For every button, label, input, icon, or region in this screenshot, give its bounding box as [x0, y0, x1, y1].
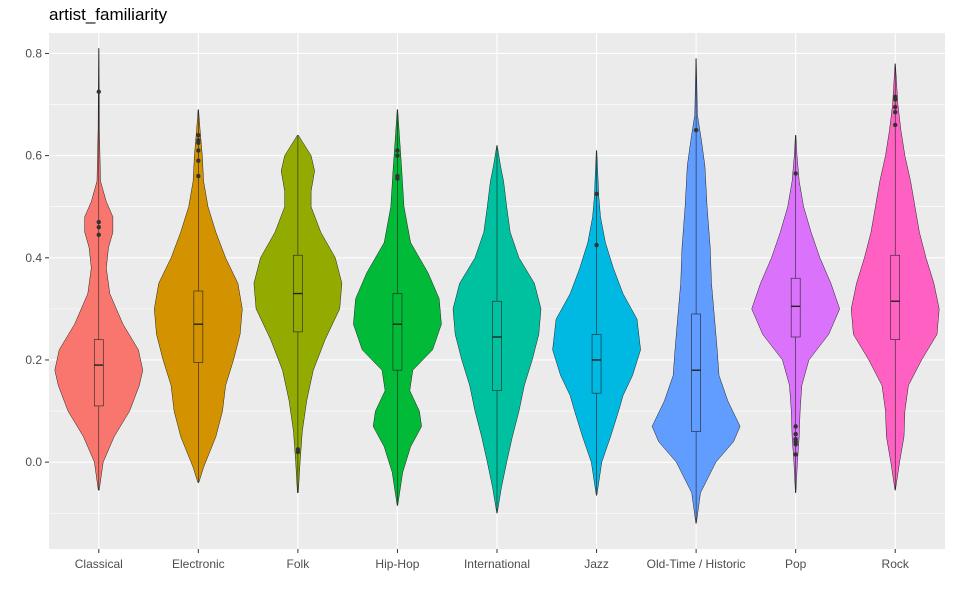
outlier-point [893, 109, 898, 115]
outlier-point [594, 242, 599, 248]
x-tick-label: International [464, 557, 530, 571]
y-tick-label: 0.2 [25, 353, 42, 367]
y-tick-label: 0.4 [25, 251, 42, 265]
outlier-point [395, 173, 400, 179]
x-tick-label: Classical [75, 557, 123, 571]
box [392, 293, 403, 371]
outlier-point [594, 191, 599, 197]
violin-group-rock [850, 63, 940, 491]
outlier-point [295, 447, 301, 452]
outlier-point [196, 148, 201, 153]
outlier-point [893, 104, 898, 110]
violin-group-folk [253, 134, 343, 494]
violin-group-classical [54, 48, 144, 491]
violin-group-pop [751, 134, 840, 494]
y-tick-label: 0.0 [25, 455, 42, 469]
outlier-point [395, 153, 400, 158]
outlier-point [196, 138, 201, 143]
violin-group-electronic [154, 109, 243, 483]
outlier-point [793, 171, 798, 176]
box [492, 300, 502, 391]
outlier-point [893, 94, 898, 100]
violin-group-jazz [552, 150, 641, 496]
outlier-point [893, 122, 898, 128]
outlier-point [793, 424, 798, 429]
violin-group-international [452, 145, 542, 514]
x-tick-label: Electronic [172, 557, 225, 571]
outlier-point [793, 452, 798, 457]
outlier-point [693, 127, 699, 133]
outlier-point [196, 158, 201, 163]
x-tick-label: Folk [287, 557, 311, 571]
x-tick-label: Pop [785, 557, 807, 571]
box [591, 334, 602, 394]
box [93, 339, 104, 407]
x-tick-label: Old-Time / Historic [647, 557, 746, 571]
box [691, 313, 701, 432]
outlier-point [96, 89, 101, 94]
outlier-point [96, 224, 101, 230]
violin-group-old-time-historic [651, 58, 741, 524]
outlier-point [96, 232, 101, 238]
outlier-point [196, 132, 201, 138]
x-tick-label: Hip-Hop [375, 557, 419, 571]
y-tick-label: 0.8 [25, 46, 42, 60]
box [790, 277, 801, 338]
outlier-point [196, 173, 201, 179]
outlier-point [793, 436, 798, 442]
outlier-point [395, 148, 400, 153]
x-tick-label: Rock [882, 557, 910, 571]
chart-title: artist_familiarity [49, 5, 168, 24]
box [193, 290, 204, 363]
y-tick-label: 0.6 [25, 149, 42, 163]
outlier-point [96, 219, 101, 225]
violin-group-hip-hop [353, 109, 442, 506]
outlier-point [793, 431, 798, 437]
x-tick-label: Jazz [584, 557, 609, 571]
box [890, 254, 901, 340]
